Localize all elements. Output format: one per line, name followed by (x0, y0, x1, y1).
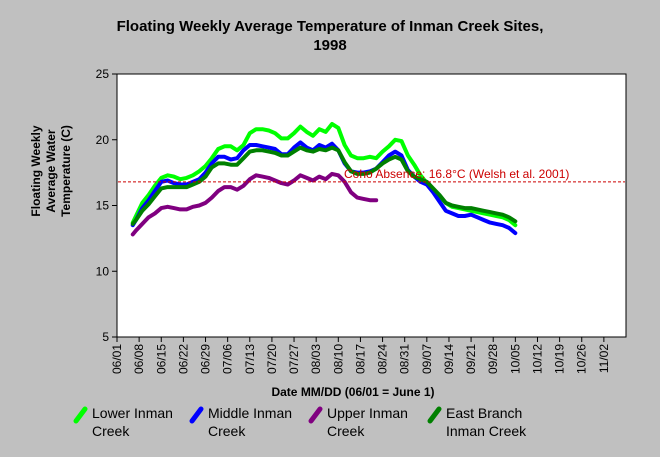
x-tick-label: 07/20 (265, 344, 279, 374)
x-tick-label: 06/15 (154, 344, 168, 374)
y-tick-label: 10 (96, 264, 110, 278)
y-axis: 5 10 15 20 25 (96, 67, 117, 344)
threshold-label: Coho Absence: 16.8°C (Welsh et al. 2001) (344, 167, 569, 181)
y-tick-label: 25 (96, 67, 110, 81)
x-tick-label: 08/31 (398, 344, 412, 374)
y-axis-title: Floating Weekly Average Water Temperatur… (29, 125, 73, 217)
x-tick-label: 08/03 (309, 344, 323, 374)
chart-title-line2: 1998 (313, 37, 346, 54)
legend-label-0-line2: Creek (92, 423, 130, 439)
series-line-3 (130, 145, 518, 226)
x-tick-label: 10/12 (530, 344, 544, 374)
legend-swatch-3 (427, 406, 442, 424)
legend-swatch-2 (308, 406, 323, 424)
threshold-group: Coho Absence: 16.8°C (Welsh et al. 2001) (118, 167, 625, 183)
x-tick-label: 06/01 (110, 344, 124, 374)
x-tick-label: 06/22 (176, 344, 190, 374)
legend-label-2-line1: Upper Inman (327, 405, 408, 421)
legend: Lower Inman Creek Middle Inman Creek Upper I… (73, 405, 527, 439)
chart-title-line1: Floating Weekly Average Temperature of I… (117, 18, 544, 35)
x-tick-label: 06/08 (132, 344, 146, 374)
y-axis-title-line3: Temperature (C) (59, 125, 73, 217)
x-axis-title: Date MM/DD (06/01 = June 1) (271, 385, 434, 399)
x-tick-label: 09/07 (420, 344, 434, 374)
legend-label-3-line2: Inman Creek (446, 423, 527, 439)
series-line-2 (130, 171, 379, 237)
x-tick-label: 09/28 (486, 344, 500, 374)
x-tick-label: 08/10 (331, 344, 345, 374)
legend-label-1-line1: Middle Inman (208, 405, 292, 421)
x-tick-label: 10/26 (575, 344, 589, 374)
x-axis: 06/01 06/08 06/15 06/22 06/29 07/06 07/13 07/20… (110, 337, 611, 374)
legend-swatch-1 (189, 406, 204, 424)
y-tick-label: 15 (96, 199, 110, 213)
x-tick-label: 08/17 (353, 344, 367, 374)
legend-swatch-0 (73, 406, 88, 424)
x-tick-label: 11/02 (597, 344, 611, 373)
legend-label-1-line2: Creek (208, 423, 246, 439)
x-tick-label: 06/29 (199, 344, 213, 374)
x-tick-label: 08/24 (376, 344, 390, 374)
x-tick-label: 10/05 (508, 344, 522, 374)
y-axis-title-line2: Average Water (44, 129, 58, 212)
y-axis-title-line1: Floating Weekly (29, 125, 43, 216)
x-tick-label: 09/21 (464, 344, 478, 374)
legend-label-2-line2: Creek (327, 423, 365, 439)
x-tick-label: 07/13 (243, 344, 257, 374)
x-tick-label: 07/06 (221, 344, 235, 374)
y-tick-label: 20 (96, 133, 110, 147)
x-tick-label: 07/27 (287, 344, 301, 374)
x-tick-label: 10/19 (553, 344, 567, 374)
legend-label-0-line1: Lower Inman (92, 405, 173, 421)
x-tick-label: 09/14 (442, 344, 456, 374)
y-tick-label: 5 (102, 330, 109, 344)
legend-label-3-line1: East Branch (446, 405, 522, 421)
